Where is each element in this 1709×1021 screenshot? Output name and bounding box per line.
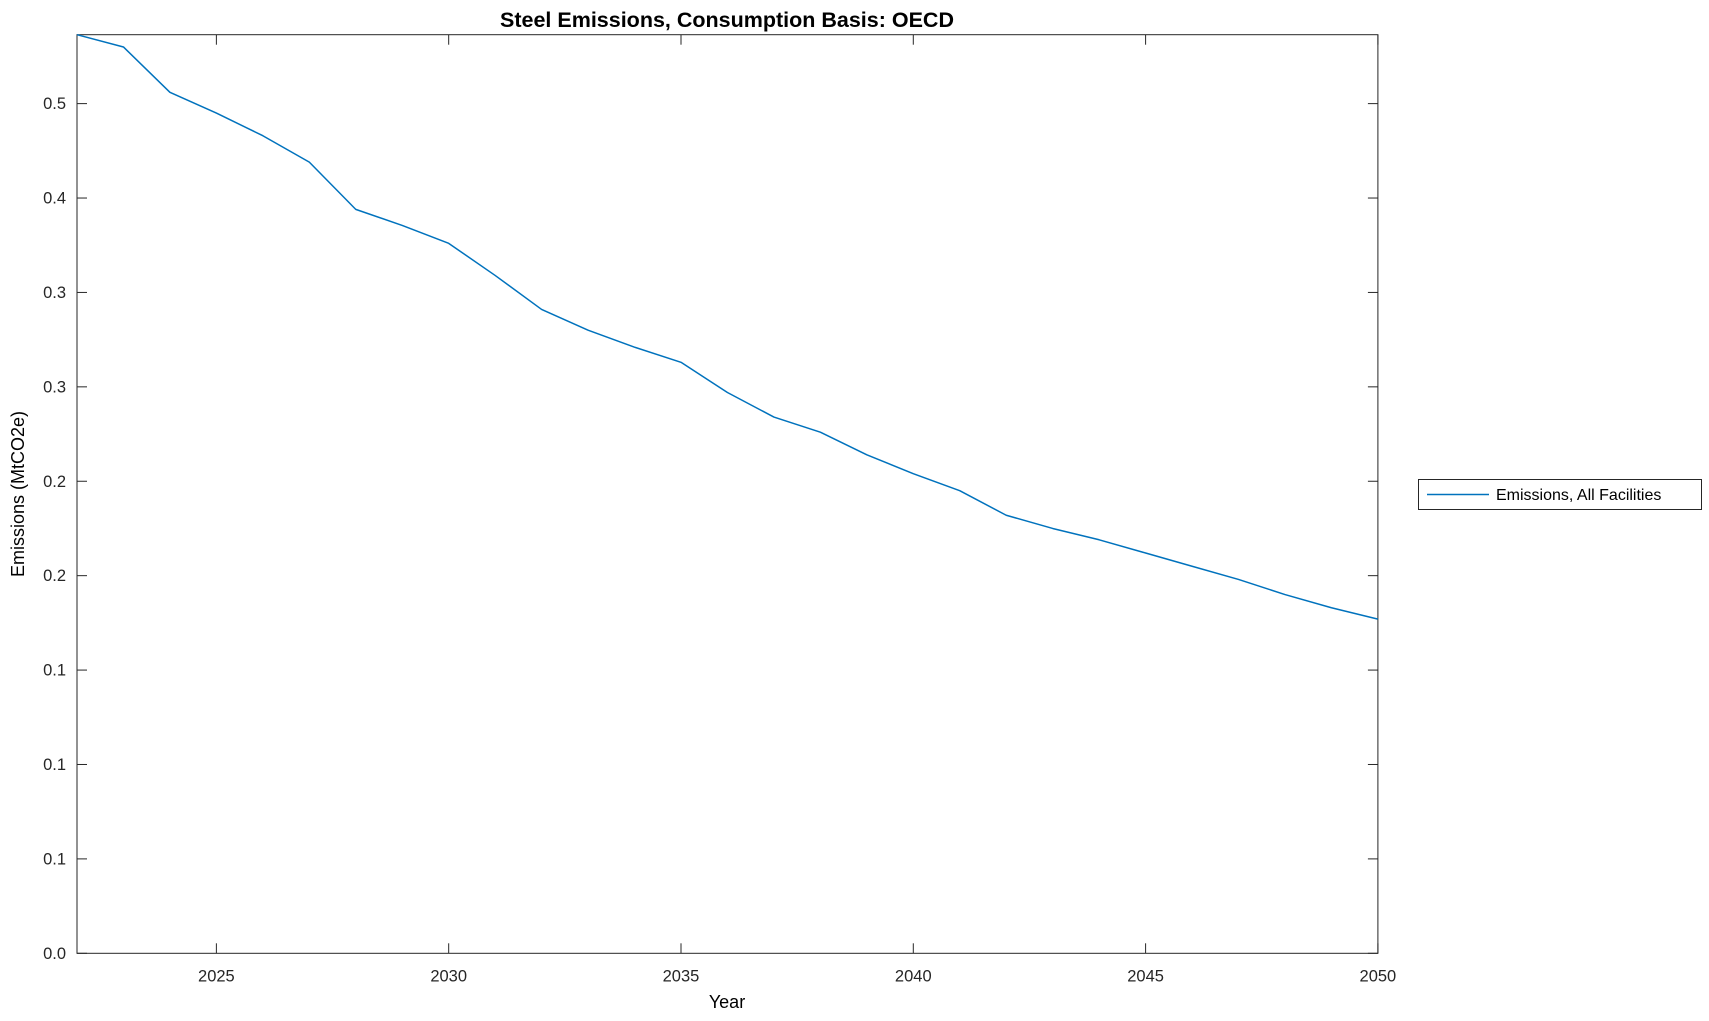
axis-ticks [77,34,1379,954]
x-tick-label: 2035 [663,967,700,985]
x-tick-label: 2030 [430,967,467,985]
legend-label: Emissions, All Facilities [1496,487,1661,504]
y-tick-label: 0.1 [43,662,66,680]
y-tick-label: 0.0 [43,945,66,963]
x-tick-label: 2045 [1127,967,1164,985]
plot-area [76,34,1379,954]
y-tick-label: 0.2 [43,567,66,585]
y-tick-label: 0.1 [43,756,66,774]
y-axis-tick-labels: 0.0 0.1 0.1 0.1 0.2 0.2 0.3 0.3 0.4 0.5 [43,95,66,963]
y-tick-label: 0.1 [43,850,66,868]
x-tick-label: 2025 [198,967,235,985]
x-tick-label: 2050 [1360,967,1397,985]
x-tick-label: 2040 [895,967,932,985]
chart-title: Steel Emissions, Consumption Basis: OECD [500,8,954,32]
x-axis-tick-labels: 2025 2030 2035 2040 2045 2050 [198,967,1396,985]
x-axis-label: Year [709,992,745,1012]
y-tick-label: 0.3 [43,284,66,302]
y-tick-label: 0.5 [43,95,66,113]
y-tick-label: 0.2 [43,473,66,491]
legend: Emissions, All Facilities [1418,479,1702,510]
y-tick-label: 0.4 [43,190,66,208]
y-axis-label: Emissions (MtCO2e) [8,411,28,577]
y-tick-label: 0.3 [43,378,66,396]
emissions-series-line [76,33,1379,620]
